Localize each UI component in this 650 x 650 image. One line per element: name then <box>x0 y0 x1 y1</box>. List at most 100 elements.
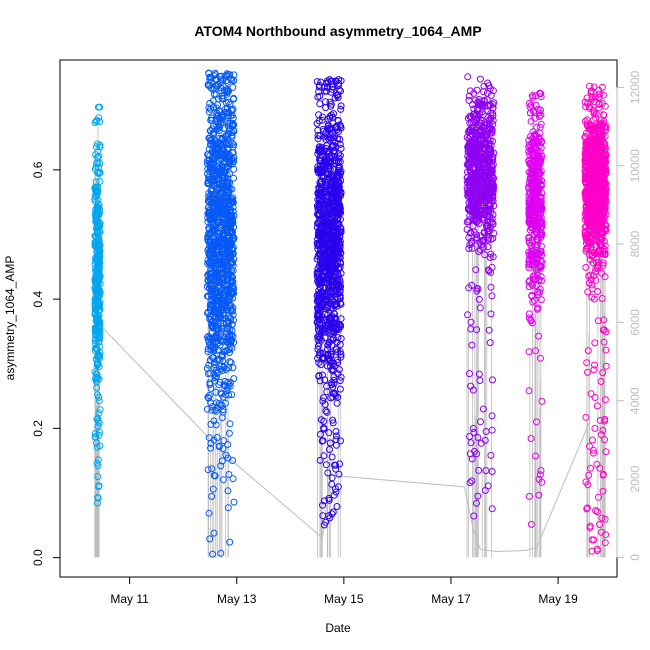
data-point <box>487 91 495 99</box>
data-point <box>329 419 337 427</box>
data-point <box>207 116 215 124</box>
data-point <box>476 377 484 384</box>
data-point <box>601 153 609 161</box>
data-point <box>203 283 211 291</box>
data-point <box>219 194 227 202</box>
data-point <box>488 426 496 434</box>
data-point <box>593 255 601 263</box>
data-point <box>331 185 339 193</box>
data-point <box>226 159 234 167</box>
data-point <box>322 153 330 161</box>
data-point <box>527 248 535 256</box>
data-point <box>335 470 343 478</box>
data-point <box>319 125 327 133</box>
data-point <box>487 268 495 276</box>
data-point <box>207 306 214 314</box>
data-point <box>599 471 607 479</box>
data-point <box>96 253 104 261</box>
data-point <box>91 195 99 203</box>
data-point <box>583 245 591 253</box>
data-point <box>538 397 546 405</box>
data-point <box>582 132 589 140</box>
data-point <box>337 102 345 110</box>
data-point <box>226 243 234 251</box>
data-point <box>583 166 591 174</box>
data-point <box>217 76 225 83</box>
data-point <box>230 174 237 182</box>
data-point <box>326 446 333 453</box>
data-point <box>93 499 101 507</box>
data-point <box>95 483 103 491</box>
data-point <box>230 77 238 85</box>
data-point <box>318 241 326 249</box>
data-point <box>327 196 335 204</box>
data-point <box>470 147 478 155</box>
data-point <box>331 485 339 493</box>
data-point <box>591 268 599 276</box>
series-run-2 <box>203 69 238 558</box>
data-point <box>320 424 328 432</box>
data-point <box>91 306 99 314</box>
data-point <box>316 293 324 301</box>
data-point <box>222 399 229 407</box>
data-point <box>316 217 324 225</box>
data-point <box>317 163 325 171</box>
y-tick-label: 0.0 <box>31 549 45 566</box>
data-point <box>215 124 223 132</box>
data-point <box>94 230 102 238</box>
data-point <box>95 428 103 436</box>
data-point <box>320 354 328 362</box>
data-point <box>586 220 594 228</box>
data-point <box>328 222 336 230</box>
data-point <box>219 135 227 143</box>
data-point <box>593 156 601 164</box>
data-point <box>487 283 495 291</box>
data-point <box>334 359 342 367</box>
data-point <box>227 276 235 284</box>
data-point <box>526 174 534 182</box>
data-point <box>473 234 481 242</box>
data-point <box>323 408 331 416</box>
data-point <box>316 92 324 100</box>
y-right-tick-label: 10000 <box>628 149 642 183</box>
data-point <box>318 172 326 180</box>
data-point <box>331 212 339 220</box>
data-point <box>584 481 592 489</box>
data-point <box>219 95 227 103</box>
data-point <box>475 98 483 106</box>
data-point <box>464 187 472 195</box>
data-point <box>601 145 609 153</box>
data-point <box>602 170 610 178</box>
data-point <box>594 139 601 147</box>
y-right-tick-label: 12000 <box>628 70 642 104</box>
data-point <box>534 304 542 312</box>
data-point <box>92 305 100 312</box>
data-point <box>325 162 333 170</box>
data-point <box>465 156 473 164</box>
data-point <box>601 515 609 523</box>
data-point <box>528 181 536 189</box>
data-point <box>593 460 601 468</box>
data-point <box>207 420 215 428</box>
data-point <box>203 160 211 167</box>
data-point <box>209 140 217 147</box>
data-point <box>532 347 539 355</box>
data-point <box>229 198 237 206</box>
data-point <box>206 356 214 364</box>
data-point <box>476 210 484 218</box>
data-point <box>205 509 213 517</box>
data-point <box>474 141 482 149</box>
data-point <box>230 255 238 263</box>
data-point <box>473 231 480 239</box>
data-point <box>333 91 341 99</box>
data-point <box>209 86 217 93</box>
data-point <box>213 296 221 304</box>
data-point <box>537 193 545 201</box>
chart-title: ATOM4 Northbound asymmetry_1064_AMP <box>194 23 481 39</box>
data-point <box>486 339 494 347</box>
data-point <box>207 292 215 300</box>
data-point <box>220 147 228 155</box>
data-point <box>322 461 330 469</box>
data-point <box>464 73 472 81</box>
data-point <box>230 141 238 149</box>
